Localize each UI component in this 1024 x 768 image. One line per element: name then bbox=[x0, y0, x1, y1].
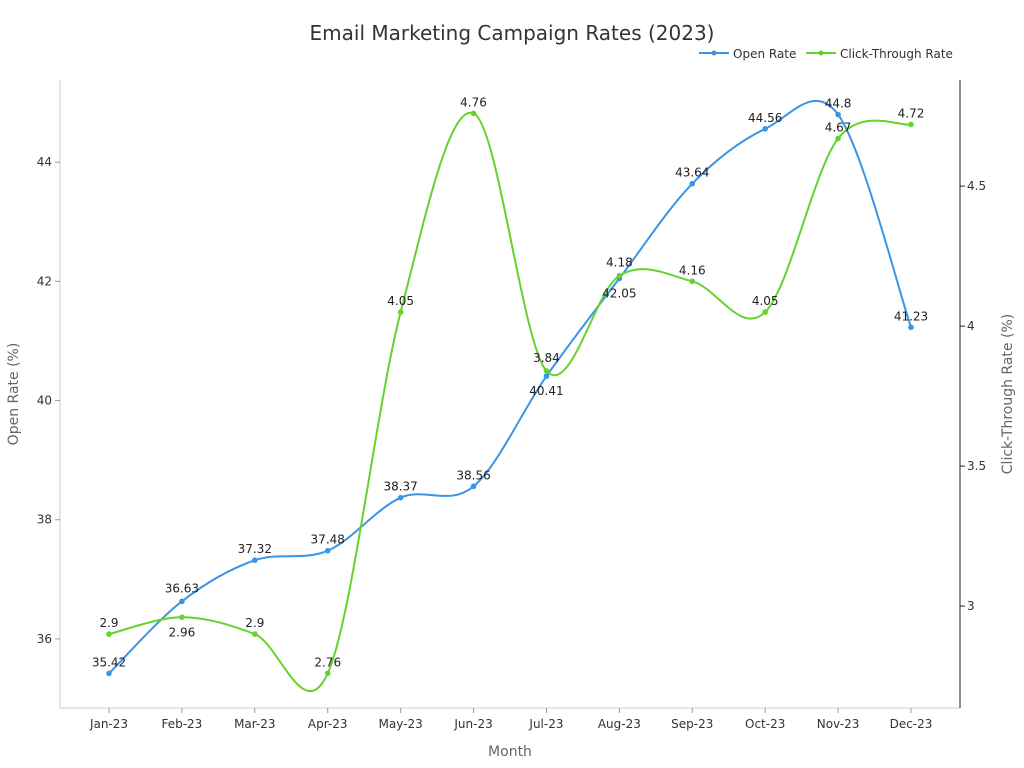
y2-tick-label: 3 bbox=[967, 599, 975, 613]
x-tick-label: Dec-23 bbox=[890, 717, 933, 731]
open-rate-data-label: 41.23 bbox=[894, 309, 928, 323]
x-tick-label: Feb-23 bbox=[161, 717, 202, 731]
y-tick-label: 44 bbox=[37, 155, 52, 169]
open-rate-data-label: 44.8 bbox=[825, 97, 852, 111]
ctr-data-label: 3.84 bbox=[533, 351, 560, 365]
open-rate-data-label: 37.48 bbox=[311, 533, 345, 547]
y2-tick-label: 4 bbox=[967, 319, 975, 333]
open-rate-data-label: 35.42 bbox=[92, 655, 126, 669]
open-rate-point bbox=[470, 483, 477, 490]
ctr-data-label: 2.9 bbox=[245, 616, 264, 630]
open-rate-point bbox=[908, 324, 914, 331]
open-rate-data-label: 44.56 bbox=[748, 111, 782, 125]
ctr-data-label: 4.67 bbox=[825, 121, 852, 135]
ctr-point bbox=[616, 272, 623, 279]
ctr-data-label: 2.76 bbox=[314, 655, 341, 669]
ctr-data-label: 4.05 bbox=[387, 294, 414, 308]
open-rate-point bbox=[106, 670, 112, 677]
chart-title: Email Marketing Campaign Rates (2023) bbox=[310, 21, 715, 45]
legend-ctr: Click-Through Rate bbox=[840, 47, 953, 61]
ctr-point bbox=[252, 631, 258, 637]
open-rate-data-label: 38.37 bbox=[383, 480, 417, 494]
ctr-data-label: 2.9 bbox=[99, 616, 118, 630]
open-rate-point bbox=[324, 547, 331, 554]
x-tick-label: Jan-23 bbox=[89, 717, 128, 731]
open-rate-data-label: 40.41 bbox=[529, 384, 563, 398]
legend-ctr-marker bbox=[818, 50, 824, 56]
open-rate-point bbox=[762, 126, 768, 132]
legend-open-rate: Open Rate bbox=[733, 47, 796, 61]
y-tick-label: 36 bbox=[37, 632, 52, 646]
ctr-line bbox=[108, 111, 912, 692]
ctr-data-label: 4.18 bbox=[606, 256, 633, 270]
ctr-point bbox=[106, 631, 112, 637]
open-rate-data-label: 42.05 bbox=[602, 286, 636, 300]
x-tick-label: Mar-23 bbox=[234, 717, 275, 731]
y2-axis-label: Click-Through Rate (%) bbox=[1000, 314, 1016, 474]
ctr-data-label: 4.16 bbox=[679, 263, 706, 277]
ctr-point bbox=[397, 309, 404, 315]
ctr-point bbox=[324, 670, 331, 677]
open-rate-point bbox=[543, 373, 550, 379]
y-tick-label: 42 bbox=[37, 274, 52, 288]
x-tick-label: May-23 bbox=[379, 717, 423, 731]
ctr-point bbox=[179, 614, 185, 621]
open-rate-data-label: 37.32 bbox=[238, 542, 272, 556]
x-tick-label: Oct-23 bbox=[745, 717, 785, 731]
x-tick-label: Apr-23 bbox=[308, 717, 348, 731]
x-tick-label: Jun-23 bbox=[453, 717, 492, 731]
ctr-data-label: 4.76 bbox=[460, 95, 487, 109]
open-rate-point bbox=[179, 598, 185, 605]
ctr-point bbox=[908, 121, 914, 128]
ctr-point bbox=[762, 309, 768, 315]
y-tick-label: 40 bbox=[37, 394, 52, 408]
x-tick-label: Sep-23 bbox=[671, 717, 713, 731]
x-tick-label: Aug-23 bbox=[598, 717, 641, 731]
open-rate-data-label: 43.64 bbox=[675, 166, 709, 180]
open-rate-point bbox=[252, 557, 258, 564]
open-rate-point bbox=[689, 180, 696, 187]
open-rate-point bbox=[835, 111, 841, 118]
ctr-point bbox=[835, 135, 841, 142]
legend: Open Rate Click-Through Rate bbox=[699, 47, 953, 61]
y-tick-label: 38 bbox=[37, 513, 52, 527]
ctr-point bbox=[543, 368, 550, 374]
legend-open-rate-marker bbox=[711, 50, 717, 56]
y-axis-label: Open Rate (%) bbox=[6, 343, 22, 446]
open-rate-data-label: 36.63 bbox=[165, 581, 199, 595]
ctr-point bbox=[689, 278, 696, 285]
ctr-data-label: 4.05 bbox=[752, 294, 779, 308]
x-axis-label: Month bbox=[488, 744, 532, 760]
open-rate-data-label: 38.56 bbox=[456, 468, 490, 482]
x-tick-label: Nov-23 bbox=[817, 717, 860, 731]
ctr-data-label: 2.96 bbox=[169, 625, 196, 639]
ctr-data-label: 4.72 bbox=[898, 107, 925, 121]
ctr-point bbox=[470, 110, 477, 117]
open-rate-point bbox=[397, 494, 404, 501]
x-tick-label: Jul-23 bbox=[528, 717, 563, 731]
y2-tick-label: 4.5 bbox=[967, 179, 986, 193]
y2-tick-label: 3.5 bbox=[967, 459, 986, 473]
open-rate-line bbox=[108, 99, 912, 675]
